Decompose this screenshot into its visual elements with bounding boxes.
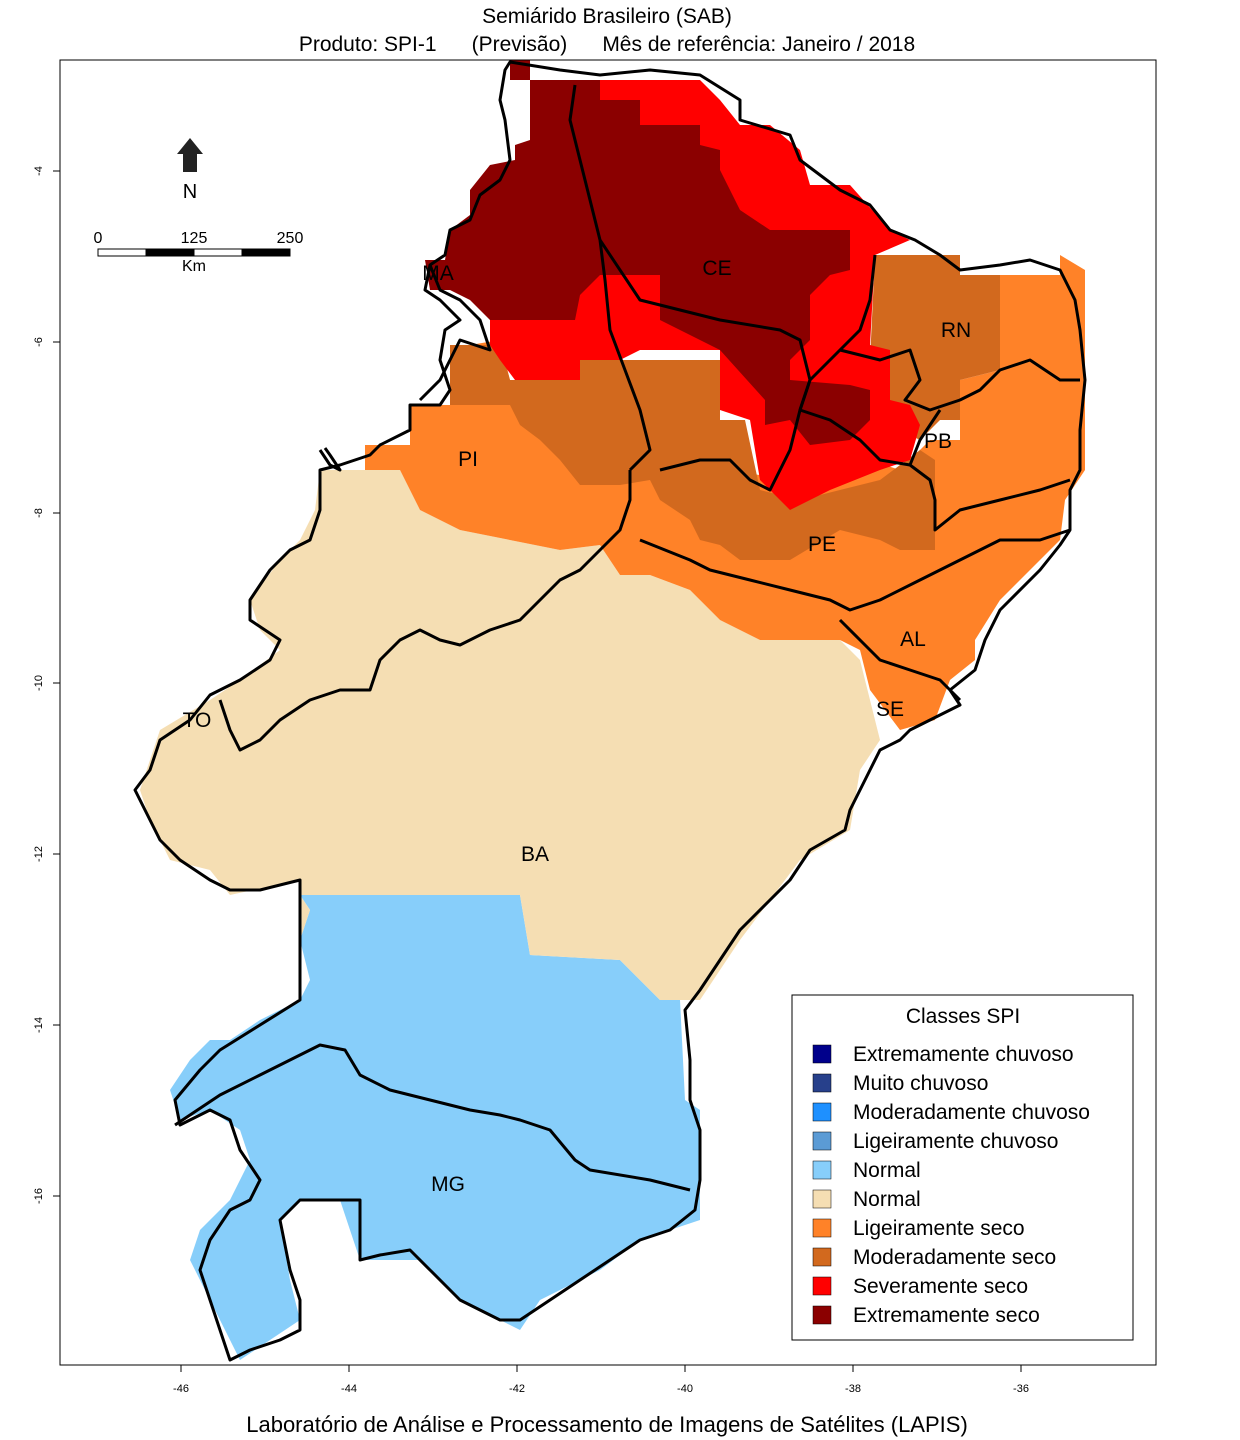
region-moderately-dry (450, 345, 935, 560)
state-label-mg: MG (431, 1173, 465, 1196)
state-label-al: AL (900, 628, 926, 651)
y-tick-label: -4 (33, 166, 45, 176)
state-label-ba: BA (521, 843, 549, 866)
y-tick-label: -12 (33, 846, 45, 862)
state-label-pi: PI (458, 448, 478, 471)
sab-outline (133, 60, 1087, 1362)
north-arrow-icon (177, 138, 203, 172)
boundary-mg (174, 1043, 691, 1192)
state-label-pb: PB (924, 430, 952, 453)
legend-label: Ligeiramente seco (853, 1217, 1025, 1240)
legend-label: Severamente seco (853, 1275, 1028, 1298)
legend-swatch (812, 1218, 832, 1238)
y-tick-label: -10 (33, 675, 45, 691)
x-tick-label: -38 (845, 1383, 861, 1395)
legend-label: Normal (853, 1188, 921, 1211)
north-label: N (183, 181, 197, 203)
state-label-se: SE (876, 698, 904, 721)
x-axis-labels: -46 -44 -42 -40 -38 -36 (173, 1383, 1029, 1395)
boundary-al (838, 618, 962, 702)
scale-label: 250 (277, 230, 304, 247)
legend-swatch (812, 1073, 832, 1093)
legend-swatch (812, 1305, 832, 1325)
region-normal-wet (170, 895, 700, 1360)
legend-swatch (812, 1131, 832, 1151)
reference-label: Mês de referência: Janeiro / 2018 (602, 33, 916, 56)
scale-bar (97, 248, 291, 257)
footer-credit: Laboratório de Análise e Processamento d… (246, 1412, 968, 1437)
state-label-rn: RN (941, 319, 971, 342)
boundary-rn (798, 254, 1080, 412)
legend-swatch (812, 1189, 832, 1209)
region-extremely-dry (425, 60, 870, 445)
scale-label: 0 (94, 230, 103, 247)
legend-swatch (812, 1276, 832, 1296)
state-label-pe: PE (808, 533, 836, 556)
legend-label: Extremamente seco (853, 1304, 1040, 1327)
y-tick-label: -14 (33, 1017, 45, 1033)
legend-label: Moderadamente chuvoso (853, 1101, 1090, 1124)
y-tick-label: -16 (33, 1188, 45, 1204)
x-tick-label: -46 (173, 1383, 189, 1395)
y-tick-label: -8 (33, 508, 45, 518)
product-label: Produto: SPI-1 (298, 33, 437, 56)
boundary-pe (218, 470, 1071, 752)
state-boundaries (133, 60, 1087, 1362)
state-labels: MA CE RN PI PB PE AL SE TO BA MG (183, 257, 972, 1196)
legend-swatch (812, 1102, 832, 1122)
legend-label: Ligeiramente chuvoso (853, 1130, 1058, 1153)
map-subtitle: Produto: SPI-1 (Previsão) Mês de referên… (0, 33, 1214, 57)
mode-label: (Previsão) (471, 33, 568, 56)
plot-frame (59, 59, 1157, 1366)
scale-labels: 0 125 250 Km (94, 230, 304, 275)
scale-label: 125 (181, 230, 208, 247)
legend-label: Muito chuvoso (853, 1072, 988, 1095)
y-axis-labels: -4 -6 -8 -10 -12 -14 -16 (33, 166, 45, 1204)
x-tick-label: -36 (1013, 1383, 1029, 1395)
state-label-to: TO (183, 709, 212, 732)
state-label-ma: MA (422, 262, 454, 285)
map-title: Semiárido Brasileiro (SAB) (482, 5, 732, 28)
legend-label: Moderadamente seco (853, 1246, 1056, 1269)
region-normal-dry (140, 470, 880, 1000)
boundary-pi-ma (318, 264, 492, 472)
boundary-pb (799, 408, 1071, 532)
legend-swatch (812, 1044, 832, 1064)
legend-swatch (812, 1160, 832, 1180)
legend-swatch (812, 1247, 832, 1267)
legend-title: Classes SPI (906, 1005, 1020, 1028)
legend-label: Extremamente chuvoso (853, 1043, 1074, 1066)
legend-label: Normal (853, 1159, 921, 1182)
y-tick-label: -6 (33, 337, 45, 347)
legend-box (791, 994, 1134, 1341)
state-label-ce: CE (702, 257, 731, 280)
x-tick-label: -42 (509, 1383, 525, 1395)
axis-ticks (53, 170, 1022, 1372)
scale-unit: Km (182, 258, 206, 275)
legend: Classes SPI Extremamente chuvoso Muito ch… (791, 994, 1134, 1341)
spi-raster (140, 60, 1085, 1360)
x-tick-label: -40 (677, 1383, 693, 1395)
legend-items: Extremamente chuvoso Muito chuvoso Moderad… (812, 1043, 1090, 1327)
x-tick-label: -44 (341, 1383, 357, 1395)
region-moderately-dry (870, 255, 1000, 440)
